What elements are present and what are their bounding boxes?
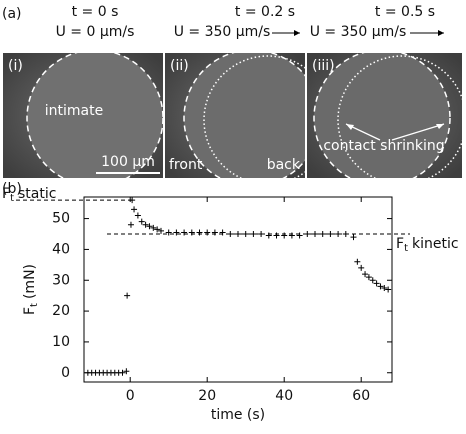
data-point [273,232,280,239]
arrow-head [294,30,300,36]
data-point [265,232,272,239]
label-symbol: F [2,186,10,202]
panel-velocity: U = 350 µm/s [310,24,407,40]
data-point [377,283,384,290]
data-point [165,229,172,236]
data-point [227,231,234,237]
label-subscript: t [29,303,40,307]
data-point [342,231,349,237]
label-symbol: F [22,307,38,315]
data-point [358,264,365,271]
data-point [173,229,180,236]
y-tick-label: 50 [52,211,70,227]
annotation: intimate [45,103,103,119]
data-point [365,274,372,281]
data-point [319,231,326,237]
data-point [119,369,126,376]
data-point [158,227,164,234]
y-tick-label: 10 [52,334,70,350]
figure-label: (a) [2,6,22,22]
label-subscript: t [10,193,14,204]
panel-label: (iii) [312,58,335,74]
data-point [327,231,334,237]
data-point [123,368,130,375]
data-point [124,292,131,299]
data-point [196,229,203,236]
data-point [258,231,265,237]
y-tick-label: 20 [52,303,70,319]
data-point [129,197,136,204]
x-tick-label: 60 [352,388,370,404]
data-point [142,221,149,228]
data-point [335,231,342,237]
scale-bar-label: 100 µm [101,154,155,170]
data-point [250,231,257,237]
figure-label: (b) [2,181,22,197]
reference-label: Ft static [2,186,56,204]
data-point [288,232,295,239]
label-subscript: t [404,243,408,254]
data-point [296,232,303,239]
panel-label: (ii) [170,58,189,74]
image-panel [307,53,462,178]
panel-time: t = 0.5 s [375,4,435,20]
annotation: back [267,157,301,173]
data-point [369,277,376,284]
label-text: (mN) [22,264,38,299]
data-point [362,271,369,278]
data-point [381,284,388,291]
data-point [354,258,361,265]
data-point [138,218,145,225]
panel-label: (i) [8,58,23,74]
data-point [154,226,161,233]
label-text: static [18,186,56,202]
label-symbol: F [396,236,404,252]
data-point [204,229,211,236]
y-tick-label: 30 [52,272,70,288]
y-tick-label: 40 [52,241,70,257]
panel-time: t = 0.2 s [235,4,295,20]
data-point [304,231,311,237]
data-point [131,206,138,213]
data-point [127,221,134,228]
x-tick-label: 20 [198,388,216,404]
x-axis-label: time (s) [211,407,265,423]
x-tick-label: 0 [126,388,135,404]
data-point [219,229,226,236]
annotation: front [169,157,203,173]
panel-velocity: U = 350 µm/s [174,24,271,40]
panel-velocity: U = 0 µm/s [56,24,135,40]
data-point [281,232,288,239]
y-tick-label: 0 [61,365,70,381]
data-point [181,229,188,236]
label-text: kinetic [412,236,459,252]
data-point [373,280,380,287]
image-panel [3,53,163,178]
y-axis-label: Ft (mN) [22,264,40,315]
data-point [350,234,357,241]
reference-label: Ft kinetic [396,236,459,254]
data-point [150,224,157,231]
data-point [312,231,318,237]
data-point [146,223,153,230]
annotation: contact shrinking [323,138,444,154]
arrow-head [438,30,444,36]
data-point [242,231,249,237]
data-point [211,229,218,236]
data-point [188,229,195,236]
plot-frame [83,196,393,383]
data-point [134,212,141,219]
data-point [385,286,392,293]
x-tick-label: 40 [275,388,293,404]
data-point [235,231,241,237]
image-panel [165,53,305,178]
panel-time: t = 0 s [72,4,119,20]
